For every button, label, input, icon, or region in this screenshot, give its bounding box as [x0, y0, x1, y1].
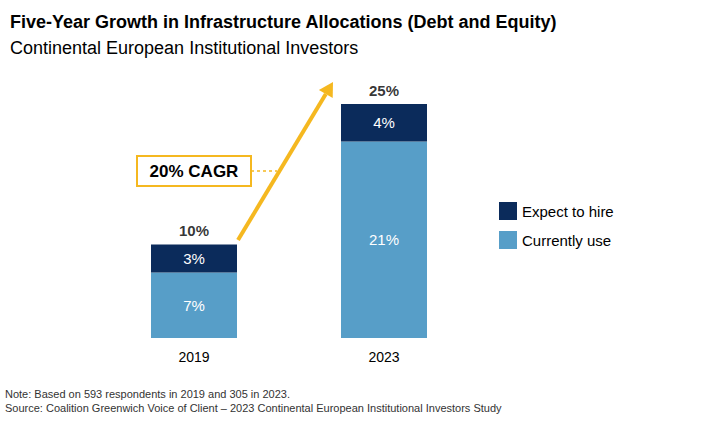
- svg-text:Source: Coalition Greenwich Vo: Source: Coalition Greenwich Voice of Cli…: [5, 402, 502, 414]
- svg-text:Currently use: Currently use: [522, 232, 611, 249]
- svg-text:Note: Based on 593 respondents: Note: Based on 593 respondents in 2019 a…: [5, 388, 290, 400]
- svg-text:25%: 25%: [369, 82, 399, 99]
- svg-text:2023: 2023: [368, 349, 399, 365]
- svg-text:4%: 4%: [373, 114, 395, 131]
- svg-text:20% CAGR: 20% CAGR: [150, 162, 239, 181]
- svg-text:10%: 10%: [179, 222, 209, 239]
- svg-text:2019: 2019: [178, 349, 209, 365]
- svg-text:Expect to hire: Expect to hire: [522, 203, 614, 220]
- svg-text:3%: 3%: [183, 250, 205, 267]
- svg-text:Five-Year Growth in Infrastruc: Five-Year Growth in Infrastructure Alloc…: [10, 12, 556, 32]
- svg-text:21%: 21%: [369, 231, 399, 248]
- svg-text:Continental European Instituti: Continental European Institutional Inves…: [10, 38, 358, 58]
- svg-text:7%: 7%: [183, 297, 205, 314]
